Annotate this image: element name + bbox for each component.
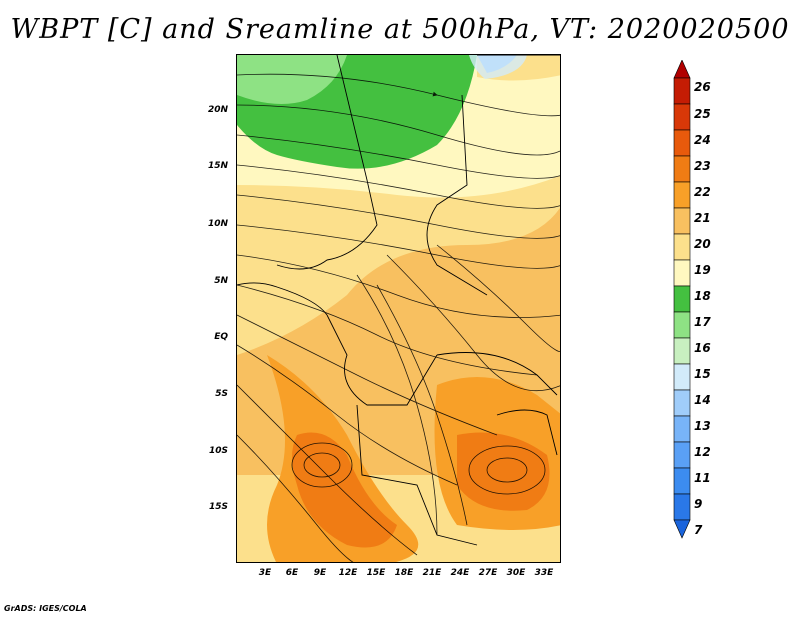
colorbar-label-16: 16 — [694, 341, 711, 355]
lon-label-24e: 24E — [450, 568, 470, 578]
colorbar-cell — [673, 77, 691, 105]
colorbar-label-24: 24 — [694, 133, 711, 147]
colorbar-label-13: 13 — [694, 419, 711, 433]
colorbar-label-17: 17 — [694, 315, 711, 329]
colorbar-cell — [673, 129, 691, 157]
colorbar-label-7: 7 — [694, 523, 703, 537]
lon-label-27e: 27E — [478, 568, 498, 578]
colorbar-label-9: 9 — [694, 497, 703, 511]
colorbar-cell — [673, 103, 691, 131]
colorbar-cell — [673, 441, 691, 469]
colorbar-label-26: 26 — [694, 80, 711, 94]
lon-label-21e: 21E — [422, 568, 442, 578]
colorbar-bottom-arrow — [673, 519, 691, 539]
lon-label-6e: 6E — [285, 568, 299, 578]
chart-title: WBPT [C] and Sreamline at 500hPa, VT: 20… — [10, 14, 790, 45]
colorbar-top-arrow — [673, 60, 691, 79]
colorbar-cell — [673, 233, 691, 261]
lat-label-eq: EQ — [214, 332, 228, 342]
colorbar-cell — [673, 337, 691, 365]
colorbar-cell — [673, 259, 691, 287]
lat-label-5n: 5N — [214, 276, 228, 286]
footer-credit: GrADS: IGES/COLA — [4, 604, 87, 613]
lat-label-15s: 15S — [208, 502, 228, 512]
colorbar-label-23: 23 — [694, 159, 711, 173]
colorbar-label-11: 11 — [694, 471, 711, 485]
colorbar-cell — [673, 155, 691, 183]
colorbar — [673, 60, 691, 539]
colorbar-cell — [673, 363, 691, 391]
colorbar-label-25: 25 — [694, 107, 711, 121]
lon-label-18e: 18E — [394, 568, 414, 578]
lat-label-5s: 5S — [215, 389, 228, 399]
lon-label-30e: 30E — [506, 568, 526, 578]
colorbar-cell — [673, 285, 691, 313]
colorbar-label-14: 14 — [694, 393, 711, 407]
map-field — [237, 55, 560, 562]
lon-label-33e: 33E — [534, 568, 554, 578]
lat-label-10s: 10S — [208, 446, 228, 456]
colorbar-label-22: 22 — [694, 185, 711, 199]
colorbar-cell — [673, 181, 691, 209]
colorbar-label-12: 12 — [694, 445, 711, 459]
colorbar-label-19: 19 — [694, 263, 711, 277]
colorbar-cell — [673, 493, 691, 521]
lon-label-12e: 12E — [338, 568, 358, 578]
lat-label-15n: 15N — [207, 161, 228, 171]
colorbar-cell — [673, 415, 691, 443]
colorbar-label-20: 20 — [694, 237, 711, 251]
lon-label-9e: 9E — [313, 568, 327, 578]
colorbar-cell — [673, 389, 691, 417]
lon-label-15e: 15E — [366, 568, 386, 578]
colorbar-cell — [673, 207, 691, 235]
map-panel — [236, 54, 561, 563]
lat-label-20n: 20N — [207, 105, 228, 115]
colorbar-label-18: 18 — [694, 289, 711, 303]
lat-label-10n: 10N — [207, 219, 228, 229]
colorbar-cell — [673, 467, 691, 495]
colorbar-label-21: 21 — [694, 211, 711, 225]
colorbar-label-15: 15 — [694, 367, 711, 381]
colorbar-cell — [673, 311, 691, 339]
lon-label-3e: 3E — [258, 568, 272, 578]
